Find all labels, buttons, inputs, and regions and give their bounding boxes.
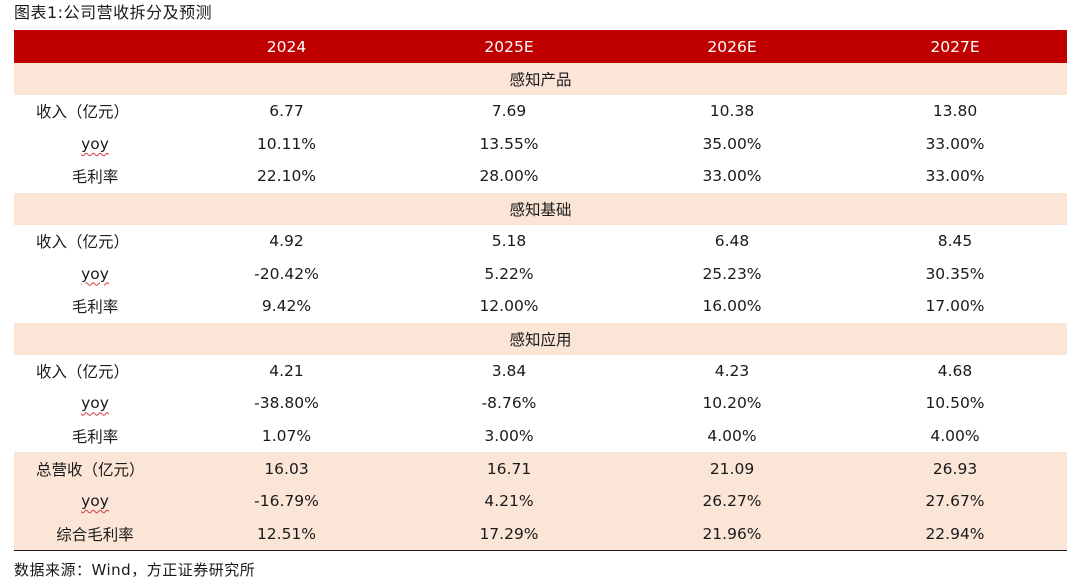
yoy-label: yoy [81, 394, 109, 413]
table-cell: 22.94% [843, 517, 1067, 552]
table-cell: 10.20% [702, 394, 762, 413]
row-label: yoy [14, 128, 176, 161]
table-cell: 16.00% [702, 297, 762, 316]
table-cell: 6.48 [714, 232, 750, 251]
table-cell: 16.71 [397, 452, 621, 485]
table-cell: 26.93 [843, 452, 1067, 485]
table-cell: 13.55% [479, 134, 539, 153]
row-label: 综合毛利率 [14, 517, 176, 552]
section-title: 感知产品 [14, 63, 1067, 95]
section-header-row: 感知基础 [14, 192, 1067, 225]
table-cell: 17.29% [397, 517, 621, 552]
table-cell: 35.00% [702, 134, 762, 153]
row-label: 收入（亿元） [36, 103, 130, 122]
table-cell: 9.42% [261, 297, 312, 316]
header-cell: 2024 [176, 30, 397, 63]
row-label: 毛利率 [71, 168, 119, 187]
table-cell: -20.42% [254, 264, 319, 283]
table-cell: -38.80% [254, 394, 319, 413]
table-row: 收入（亿元） 6.77 7.69 10.38 13.80 [14, 95, 1067, 128]
table-cell: 12.00% [479, 297, 539, 316]
table-cell: 21.96% [621, 517, 843, 552]
total-row: yoy -16.79% 4.21% 26.27% 27.67% [14, 484, 1067, 518]
table-cell: 33.00% [702, 167, 762, 186]
yoy-label: yoy [81, 134, 109, 153]
yoy-label: yoy [81, 264, 109, 283]
table-cell: 30.35% [925, 264, 985, 283]
table-cell: 27.67% [843, 484, 1067, 518]
row-label: yoy [14, 387, 176, 420]
table-cell: 6.77 [269, 102, 304, 121]
row-label: yoy [14, 484, 176, 518]
table-cell: 5.18 [491, 232, 527, 251]
table-row: yoy -20.42% 5.22% 25.23% 30.35% [14, 257, 1067, 290]
table-row: 毛利率 22.10% 28.00% 33.00% 33.00% [14, 160, 1067, 193]
table-cell: -8.76% [481, 394, 537, 413]
table-cell: 10.38 [709, 102, 755, 121]
row-label: 毛利率 [71, 298, 119, 317]
table-cell: 5.22% [484, 264, 534, 283]
total-row: 总营收（亿元） 16.03 16.71 21.09 26.93 [14, 452, 1067, 485]
section-header-row: 感知产品 [14, 63, 1067, 95]
table-cell: 1.07% [261, 427, 312, 446]
row-label: 收入（亿元） [36, 233, 130, 252]
header-cell: 2025E [397, 30, 621, 63]
table-cell: 33.00% [925, 167, 985, 186]
table-cell: 7.69 [491, 102, 527, 121]
table-header-row: 2024 2025E 2026E 2027E [14, 30, 1067, 63]
table-cell: 16.03 [176, 452, 397, 485]
table-row: 毛利率 1.07% 3.00% 4.00% 4.00% [14, 420, 1067, 453]
table-row: 收入（亿元） 4.21 3.84 4.23 4.68 [14, 355, 1067, 388]
row-label: 总营收（亿元） [14, 452, 176, 485]
table-cell: 28.00% [479, 167, 539, 186]
table-cell: 12.51% [176, 517, 397, 552]
table-cell: 10.11% [256, 134, 317, 153]
table-cell: -16.79% [176, 484, 397, 518]
table-cell: 4.92 [269, 232, 304, 251]
row-label: 毛利率 [71, 428, 119, 447]
header-cell: 2027E [843, 30, 1067, 63]
table-cell: 4.00% [930, 427, 980, 446]
section-title: 感知基础 [14, 192, 1067, 225]
figure-title: 图表1:公司营收拆分及预测 [14, 3, 213, 22]
table-cell: 26.27% [621, 484, 843, 518]
header-cell [14, 30, 176, 63]
row-label: 收入（亿元） [36, 362, 130, 381]
table-cell: 25.23% [702, 264, 762, 283]
table-row: 毛利率 9.42% 12.00% 16.00% 17.00% [14, 290, 1067, 323]
table-cell: 17.00% [925, 297, 985, 316]
total-row: 综合毛利率 12.51% 17.29% 21.96% 22.94% [14, 517, 1067, 552]
revenue-forecast-table: 2024 2025E 2026E 2027E 感知产品 收入（亿元） 6.77 … [14, 30, 1067, 552]
table-row: yoy 10.11% 13.55% 35.00% 33.00% [14, 128, 1067, 161]
table-row: yoy -38.80% -8.76% 10.20% 10.50% [14, 387, 1067, 420]
table-cell: 4.23 [714, 361, 750, 380]
row-label: yoy [14, 257, 176, 290]
table-cell: 33.00% [925, 134, 985, 153]
table-cell: 21.09 [621, 452, 843, 485]
table-cell: 4.21% [397, 484, 621, 518]
table-cell: 8.45 [937, 232, 973, 251]
table-cell: 3.84 [491, 361, 527, 380]
yoy-label: yoy [81, 492, 109, 511]
table-cell: 4.00% [707, 427, 757, 446]
table-cell: 13.80 [932, 102, 978, 121]
table-cell: 22.10% [256, 167, 317, 186]
table-cell: 4.21 [269, 361, 304, 380]
header-cell: 2026E [621, 30, 843, 63]
section-header-row: 感知应用 [14, 322, 1067, 355]
table-cell: 4.68 [937, 361, 973, 380]
section-title: 感知应用 [14, 322, 1067, 355]
table-cell: 10.50% [925, 394, 985, 413]
table-row: 收入（亿元） 4.92 5.18 6.48 8.45 [14, 225, 1067, 258]
table-cell: 3.00% [484, 427, 534, 446]
data-source-note: 数据来源：Wind，方正证券研究所 [14, 561, 256, 579]
